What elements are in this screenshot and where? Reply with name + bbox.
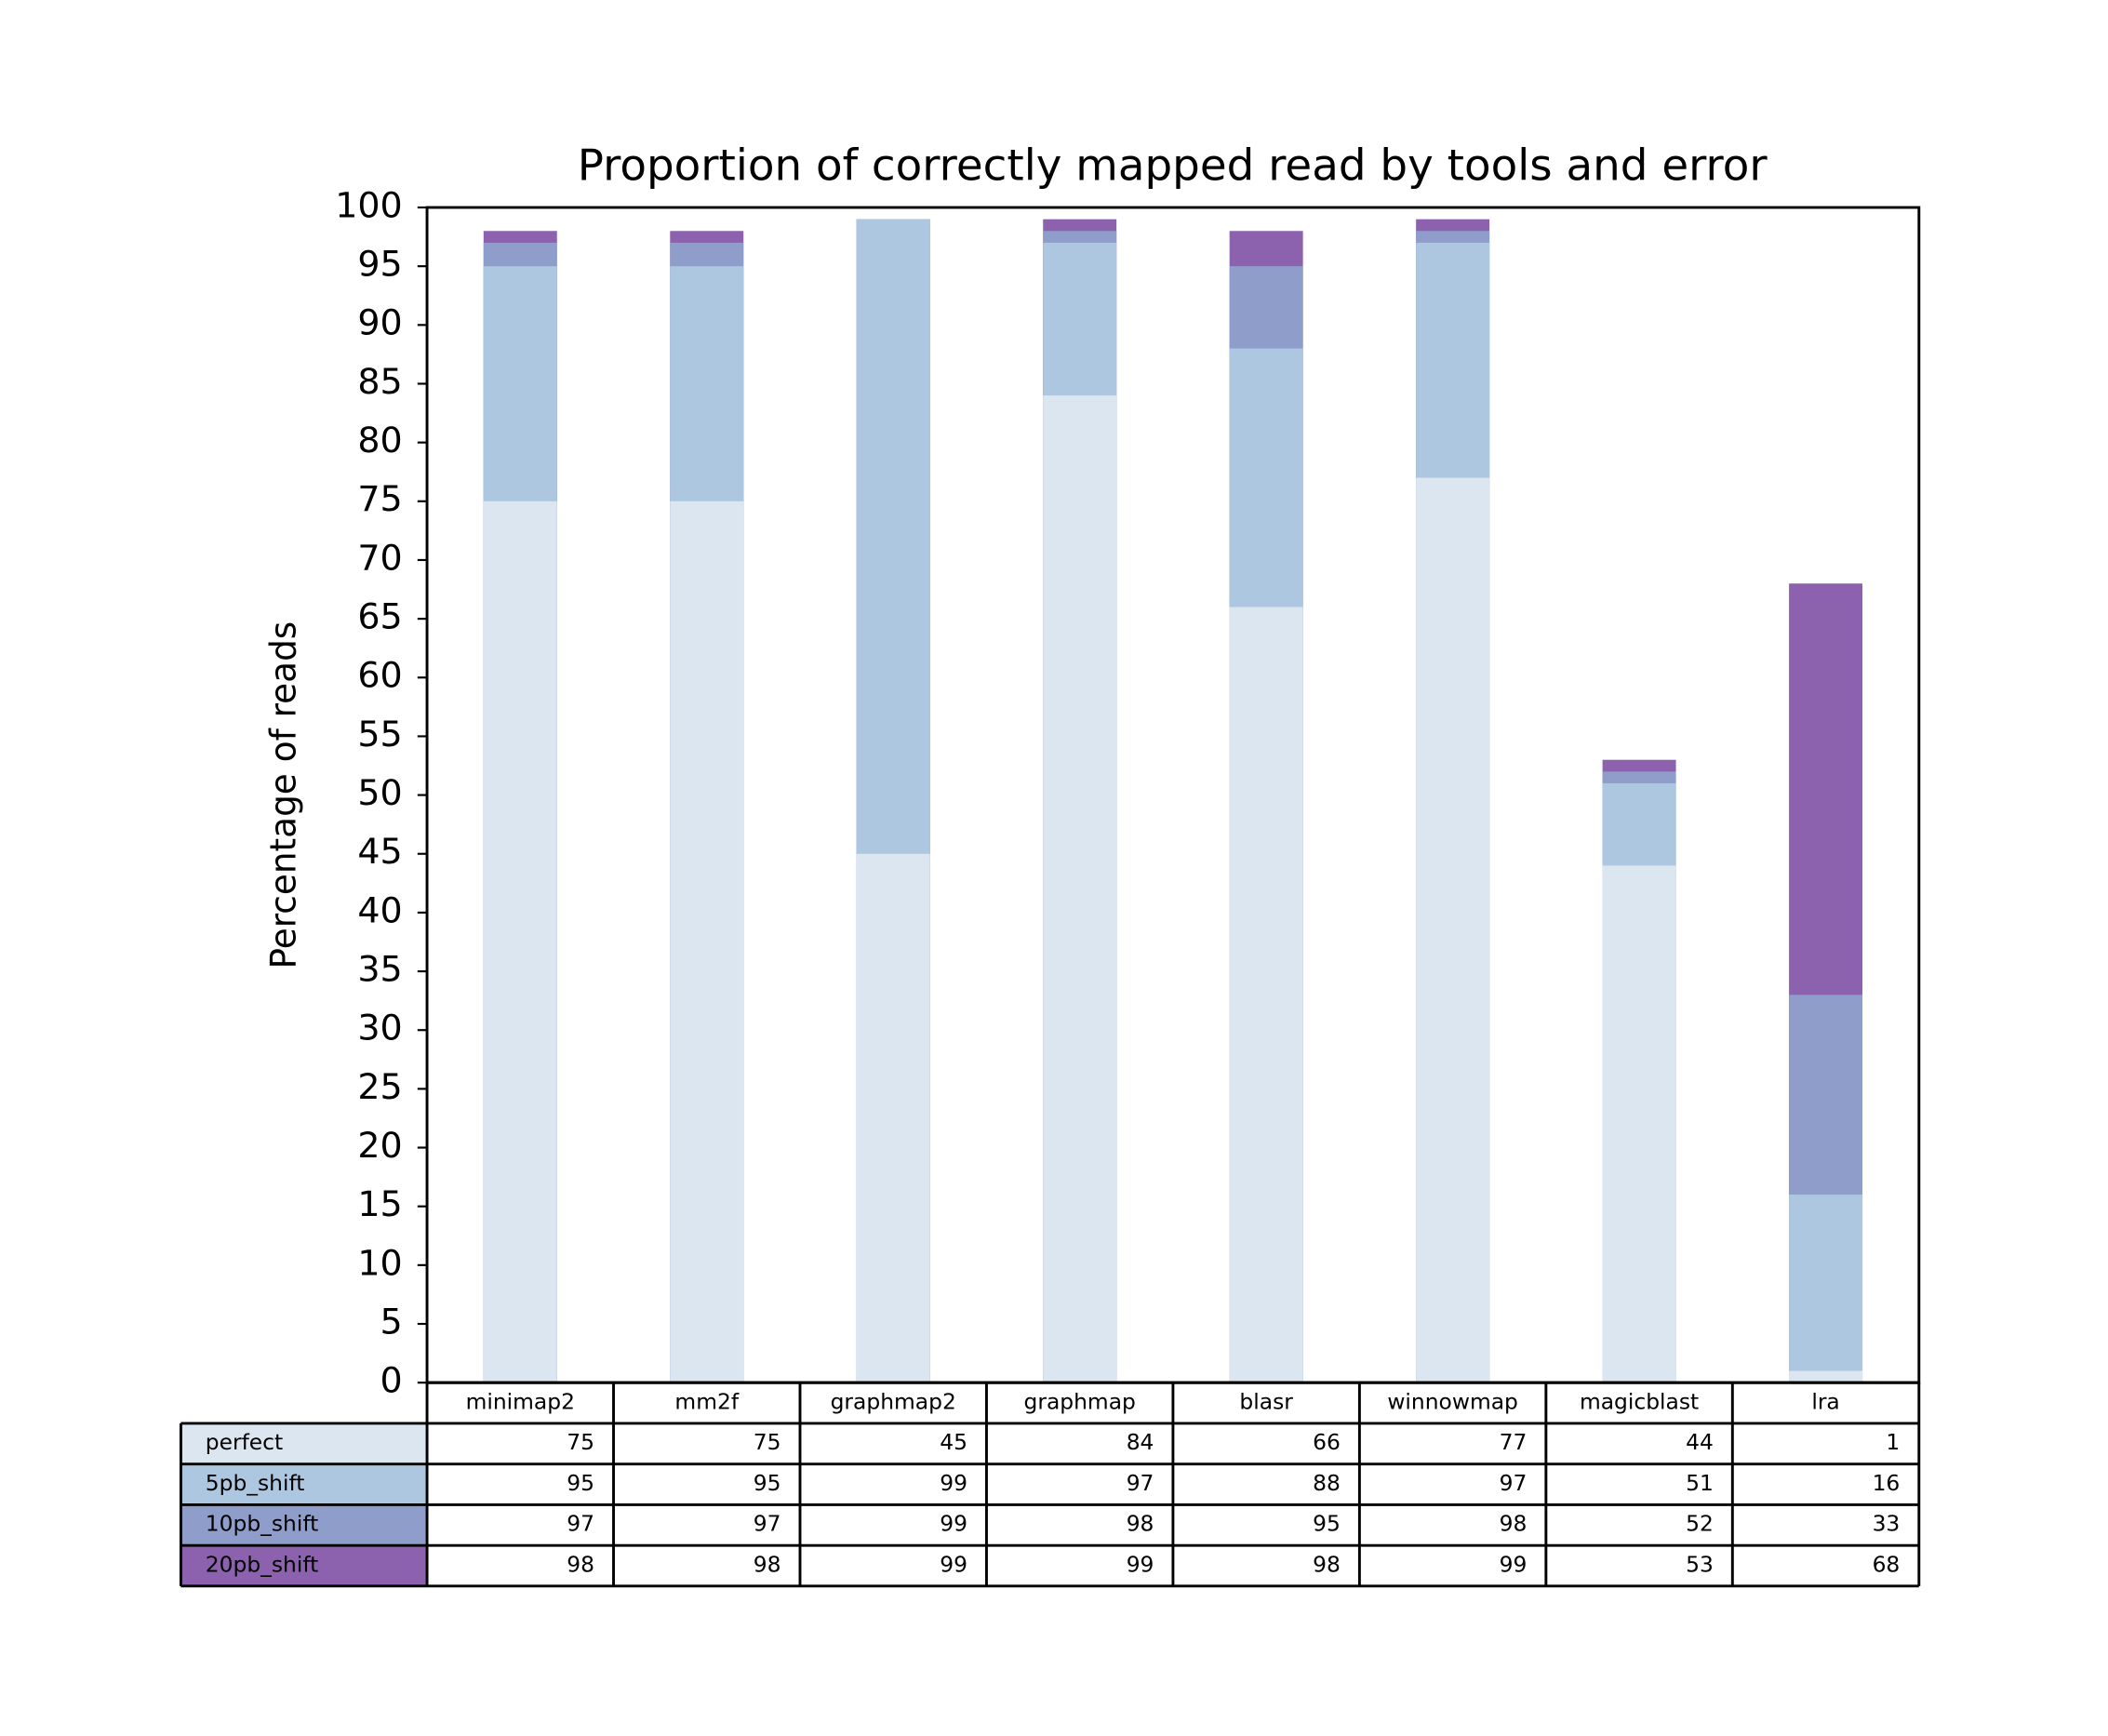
table-value: 75 — [754, 1430, 781, 1455]
legend-swatch — [180, 1504, 428, 1546]
table-value: 88 — [1313, 1471, 1341, 1496]
y-tick-label: 85 — [357, 361, 402, 402]
table-value: 98 — [1500, 1512, 1528, 1537]
legend-label: 10pb_shift — [206, 1512, 319, 1537]
table-value: 16 — [1873, 1471, 1901, 1496]
table-value: 99 — [940, 1553, 967, 1578]
bar — [483, 501, 557, 1383]
legend-label: perfect — [206, 1430, 283, 1455]
table-value: 51 — [1686, 1471, 1714, 1496]
column-header: winnowmap — [1387, 1390, 1518, 1415]
table-value: 99 — [1127, 1553, 1154, 1578]
y-tick-label: 30 — [357, 1008, 402, 1048]
y-axis-label: Percentage of reads — [262, 621, 303, 969]
table-value: 45 — [940, 1430, 967, 1455]
table-value: 97 — [567, 1512, 594, 1537]
bar — [670, 501, 744, 1383]
legend-label: 5pb_shift — [206, 1471, 305, 1496]
column-header: graphmap — [1024, 1390, 1136, 1415]
column-header: blasr — [1239, 1390, 1293, 1415]
y-tick-label: 15 — [357, 1183, 402, 1224]
column-header: mm2f — [674, 1390, 739, 1415]
y-tick-label: 75 — [357, 478, 402, 519]
legend-label: 20pb_shift — [206, 1553, 319, 1578]
plot-frame — [425, 206, 1921, 1384]
y-tick-label: 55 — [357, 714, 402, 754]
y-tick-label: 50 — [357, 772, 402, 813]
table-value: 97 — [1127, 1471, 1154, 1496]
chart-title: Proportion of correctly mapped read by t… — [578, 140, 1768, 191]
table-value: 66 — [1313, 1430, 1341, 1455]
y-tick-label: 70 — [357, 538, 402, 579]
column-header: graphmap2 — [831, 1390, 956, 1415]
table-value: 95 — [754, 1471, 781, 1496]
bar — [856, 853, 930, 1383]
table-value: 75 — [567, 1430, 594, 1455]
legend-swatch — [180, 1422, 428, 1464]
legend-swatch — [180, 1463, 428, 1505]
y-tick-label: 5 — [380, 1302, 403, 1342]
y-tick-label: 80 — [357, 420, 402, 461]
table-value: 33 — [1873, 1512, 1901, 1537]
table-value: 97 — [754, 1512, 781, 1537]
y-tick-label: 90 — [357, 302, 402, 343]
bar — [1789, 1370, 1863, 1383]
bar — [1229, 607, 1303, 1383]
table-value: 68 — [1873, 1553, 1901, 1578]
column-header: lra — [1811, 1390, 1839, 1415]
table-value: 95 — [567, 1471, 594, 1496]
table-value: 98 — [567, 1553, 594, 1578]
bar — [1416, 477, 1490, 1383]
bar — [1602, 865, 1676, 1383]
table-value: 98 — [754, 1553, 781, 1578]
table-value: 95 — [1313, 1512, 1341, 1537]
table-value: 98 — [1127, 1512, 1154, 1537]
y-tick-label: 40 — [357, 890, 402, 931]
y-tick-label: 0 — [380, 1360, 403, 1401]
table-value: 99 — [940, 1512, 967, 1537]
table-value: 99 — [1500, 1553, 1528, 1578]
y-tick-label: 35 — [357, 949, 402, 990]
table-value: 97 — [1500, 1471, 1528, 1496]
y-tick-label: 60 — [357, 655, 402, 696]
y-tick-label: 65 — [357, 596, 402, 637]
y-tick-label: 45 — [357, 831, 402, 872]
table-value: 52 — [1686, 1512, 1714, 1537]
y-tick-label: 100 — [335, 185, 403, 226]
bar — [1789, 1195, 1863, 1383]
table-value: 1 — [1886, 1430, 1900, 1455]
column-header: minimap2 — [466, 1390, 575, 1415]
legend-swatch — [180, 1545, 428, 1586]
bar — [1043, 395, 1117, 1383]
y-tick-label: 20 — [357, 1125, 402, 1166]
table-value: 84 — [1127, 1430, 1154, 1455]
table-value: 98 — [1313, 1553, 1341, 1578]
y-tick-label: 25 — [357, 1066, 402, 1107]
table-value: 99 — [940, 1471, 967, 1496]
table-value: 44 — [1686, 1430, 1714, 1455]
table-value: 77 — [1500, 1430, 1528, 1455]
y-tick-label: 95 — [357, 244, 402, 285]
table-value: 53 — [1686, 1553, 1714, 1578]
column-header: magicblast — [1580, 1390, 1699, 1415]
y-tick-label: 10 — [357, 1243, 402, 1284]
